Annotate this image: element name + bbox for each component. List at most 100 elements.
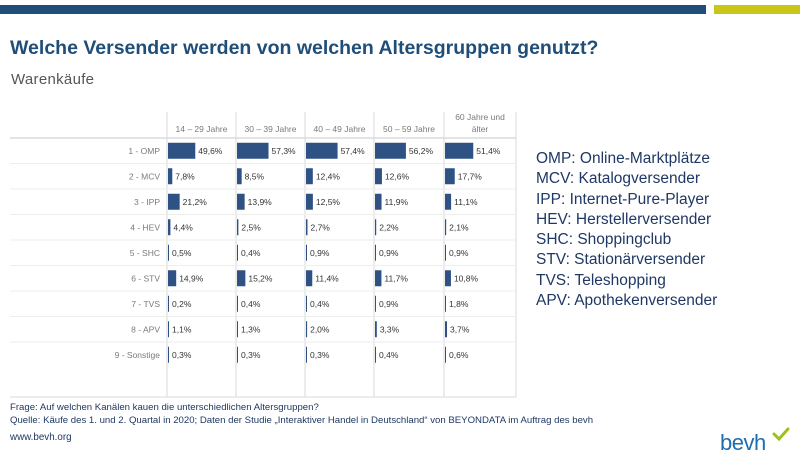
value-label: 7,8%: [175, 171, 195, 181]
value-label: 14,9%: [179, 273, 204, 283]
category-label: 3 - IPP: [134, 197, 160, 207]
bar: [375, 244, 376, 261]
value-label: 3,7%: [450, 324, 470, 334]
value-label: 8,5%: [245, 171, 265, 181]
legend-item-omp: OMP: Online-Marktplätze: [536, 150, 710, 167]
legend-item-tvs: TVS: Teleshopping: [536, 271, 666, 289]
bar: [237, 321, 238, 338]
category-label: 4 - HEV: [130, 222, 160, 232]
value-label: 12,5%: [316, 197, 341, 207]
bar: [375, 168, 382, 185]
bar: [306, 193, 313, 210]
bar: [306, 219, 308, 236]
bar: [445, 142, 474, 159]
value-label: 3,3%: [380, 324, 400, 334]
value-label: 0,4%: [241, 248, 261, 258]
bar: [445, 193, 452, 210]
value-label: 1,3%: [241, 324, 261, 334]
bar: [445, 346, 446, 363]
value-label: 12,4%: [316, 171, 341, 181]
value-label: 0,9%: [449, 248, 469, 258]
value-label: 56,2%: [409, 146, 434, 156]
bar: [237, 142, 269, 159]
value-label: 0,3%: [172, 350, 192, 360]
bar: [375, 142, 406, 159]
value-label: 0,4%: [310, 299, 330, 309]
value-label: 49,6%: [198, 146, 223, 156]
survey-question: Frage: Auf welchen Kanälen kauen die unt…: [10, 402, 319, 413]
value-label: 0,4%: [241, 299, 261, 309]
abbreviation-legend: OMP: Online-Marktplätze MCV: Katalogvers…: [536, 149, 717, 311]
value-label: 2,5%: [241, 222, 261, 232]
value-label: 21,2%: [183, 197, 208, 207]
value-label: 2,2%: [379, 222, 399, 232]
bar: [237, 244, 238, 261]
category-label: 9 - Sonstige: [115, 350, 161, 360]
value-label: 0,2%: [172, 299, 192, 309]
footnote: Frage: Auf welchen Kanälen kauen die unt…: [10, 401, 593, 427]
value-label: 2,7%: [310, 222, 330, 232]
bar: [445, 168, 455, 185]
value-label: 0,6%: [449, 350, 469, 360]
legend-item-shc: SHC: Shoppingclub: [536, 231, 672, 249]
panel-header: 14 – 29 Jahre: [176, 124, 228, 134]
bar: [306, 346, 307, 363]
value-label: 0,3%: [241, 350, 261, 360]
bar: [445, 244, 446, 261]
category-label: 6 - STV: [131, 273, 160, 283]
category-label: 5 - SHC: [130, 248, 160, 258]
chart-subtitle: Warenkäufe: [11, 71, 95, 88]
legend-item-mcv: MCV: Katalogversender: [536, 170, 700, 188]
legend-item-hev: HEV: Herstellerversender: [536, 210, 712, 228]
bar: [237, 193, 245, 210]
value-label: 0,5%: [172, 248, 192, 258]
bar: [168, 270, 177, 287]
legend-item-apv: APV: Apothekenversender: [536, 292, 718, 310]
panel-header: älter: [472, 124, 489, 134]
value-label: 0,4%: [379, 350, 399, 360]
value-label: 57,3%: [272, 146, 297, 156]
value-label: 13,9%: [248, 197, 273, 207]
bar: [375, 346, 376, 363]
bar: [237, 295, 238, 312]
value-label: 11,4%: [315, 273, 339, 283]
bar: [306, 142, 338, 159]
value-label: 1,1%: [172, 324, 192, 334]
website-link[interactable]: www.bevh.org: [10, 432, 72, 443]
value-label: 11,9%: [385, 197, 409, 207]
bar: [306, 295, 307, 312]
value-label: 1,8%: [449, 299, 469, 309]
value-label: 15,2%: [248, 273, 273, 283]
bar: [375, 321, 377, 338]
value-label: 57,4%: [341, 146, 366, 156]
value-label: 11,7%: [384, 273, 408, 283]
value-label: 0,9%: [310, 248, 330, 258]
bar: [445, 295, 446, 312]
bar: [237, 270, 246, 287]
bar: [306, 168, 313, 185]
value-label: 2,0%: [310, 324, 330, 334]
bar: [168, 321, 169, 338]
bar: [237, 346, 238, 363]
bar: [237, 219, 239, 236]
legend-item-stv: STV: Stationärversender: [536, 251, 706, 269]
panel-header: 30 – 39 Jahre: [245, 124, 297, 134]
value-label: 10,8%: [454, 273, 479, 283]
bar: [168, 142, 196, 159]
bar: [375, 193, 382, 210]
category-label: 1 - OMP: [128, 146, 160, 156]
bar: [168, 346, 169, 363]
legend-item-ipp: IPP: Internet-Pure-Player: [536, 190, 710, 208]
bar: [168, 244, 169, 261]
value-label: 2,1%: [449, 222, 469, 232]
bar: [445, 219, 447, 236]
bar: [168, 219, 171, 236]
logo-checkmark-icon: [772, 427, 790, 441]
chart: 14 – 29 Jahre 30 – 39 Jahre 40 – 49 Jahre 5…: [10, 112, 517, 398]
category-label: 2 - MCV: [129, 171, 161, 181]
panel-header: 40 – 49 Jahre: [314, 124, 366, 134]
bar: [445, 321, 448, 338]
bevh-logo: bevh: [720, 430, 766, 455]
bar: [445, 270, 451, 287]
bar: [306, 244, 307, 261]
